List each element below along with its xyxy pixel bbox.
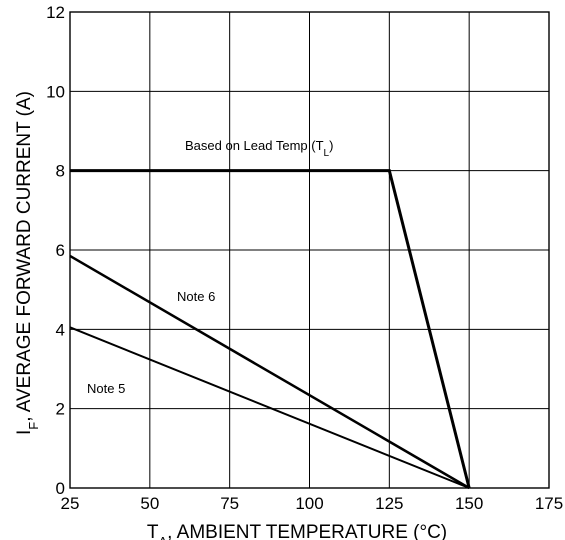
y-tick-label: 6 xyxy=(56,241,65,260)
y-tick-label: 12 xyxy=(46,3,65,22)
y-tick-label: 10 xyxy=(46,82,65,101)
x-tick-label: 175 xyxy=(535,494,563,513)
y-tick-labels: 0 2 4 6 8 10 12 xyxy=(46,3,65,498)
series-group xyxy=(69,169,471,490)
y-tick-label: 8 xyxy=(56,162,65,181)
plot-frame xyxy=(69,11,550,489)
series-line-note-6 xyxy=(69,254,470,490)
x-tick-labels: 25 50 75 100 125 150 175 xyxy=(61,494,564,513)
x-axis-title: TA, AMBIENT TEMPERATURE (°C) xyxy=(147,522,447,540)
x-tick-label: 125 xyxy=(375,494,403,513)
x-tick-label: 150 xyxy=(455,494,483,513)
y-tick-label: 4 xyxy=(56,320,65,339)
annotation-note-5: Note 5 xyxy=(87,381,125,396)
grid-lines xyxy=(69,11,550,489)
annotation-lead-temp: Based on Lead Temp (TL) xyxy=(185,138,333,159)
series-line-lead-temp xyxy=(70,169,471,489)
x-tick-label: 75 xyxy=(220,494,239,513)
x-tick-label: 100 xyxy=(295,494,323,513)
x-tick-label: 50 xyxy=(140,494,159,513)
y-tick-label: 2 xyxy=(56,400,65,419)
x-tick-label: 25 xyxy=(61,494,80,513)
annotation-note-6: Note 6 xyxy=(177,289,215,304)
y-axis-title: IF, AVERAGE FORWARD CURRENT (A) xyxy=(14,91,41,435)
series-line-note-5 xyxy=(69,326,470,489)
y-tick-label: 0 xyxy=(56,479,65,498)
